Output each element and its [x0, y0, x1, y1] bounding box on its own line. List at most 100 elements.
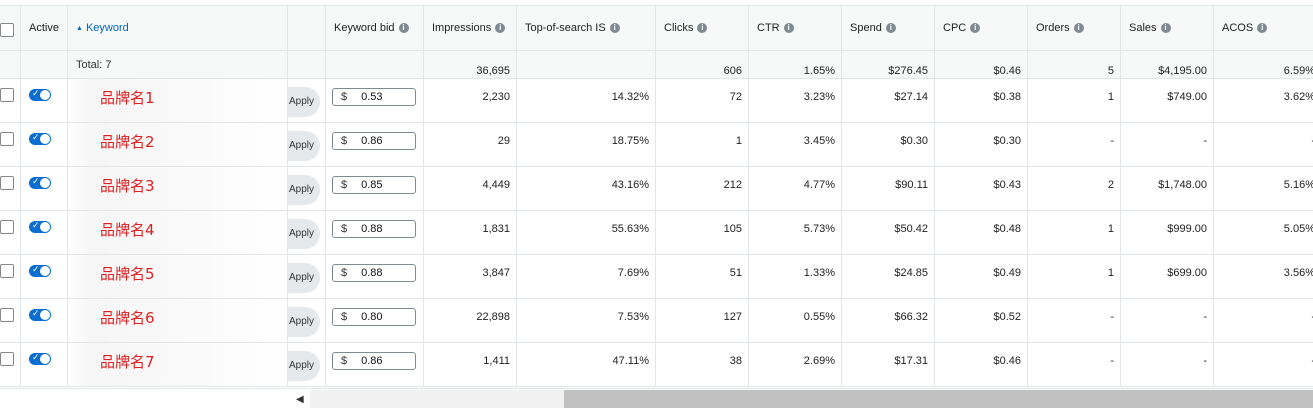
- totals-label: Total: 7: [68, 51, 288, 79]
- cell-acos: -: [1214, 343, 1313, 387]
- active-toggle[interactable]: ✓: [29, 132, 51, 145]
- keyword-bid-input[interactable]: $0.80: [332, 308, 416, 326]
- bid-value: 0.86: [361, 355, 383, 367]
- info-icon[interactable]: i: [1257, 23, 1268, 33]
- keyword-bid-input[interactable]: $0.88: [332, 264, 416, 282]
- header-clicks[interactable]: Clicks i: [656, 6, 749, 51]
- apply-button[interactable]: Apply: [288, 219, 320, 249]
- cell-spend: $90.11: [842, 167, 935, 211]
- row-select-cell: [0, 255, 21, 299]
- cell-cpc: $0.30: [935, 123, 1028, 167]
- info-icon[interactable]: i: [1160, 23, 1171, 33]
- info-icon[interactable]: i: [495, 23, 506, 33]
- cell-spend: $27.14: [842, 79, 935, 123]
- info-icon[interactable]: i: [1073, 23, 1084, 33]
- currency-symbol: $: [341, 135, 348, 147]
- toggle-knob: [40, 178, 50, 188]
- cell-impressions: 22,898: [424, 299, 517, 343]
- header-impressions[interactable]: Impressions i: [424, 6, 517, 51]
- row-apply-cell: Apply: [288, 255, 326, 299]
- currency-symbol: $: [341, 311, 348, 323]
- cell-orders: -: [1028, 343, 1121, 387]
- active-toggle[interactable]: ✓: [29, 352, 51, 365]
- totals-orders: 5: [1028, 51, 1121, 79]
- apply-button[interactable]: Apply: [288, 263, 320, 293]
- header-sales[interactable]: Sales i: [1121, 6, 1214, 51]
- keyword-bid-input[interactable]: $0.88: [332, 220, 416, 238]
- keyword-bid-input[interactable]: $0.86: [332, 352, 416, 370]
- keyword-text: 品牌名2: [100, 133, 155, 151]
- keyword-bid-input[interactable]: $0.86: [332, 132, 416, 150]
- apply-button[interactable]: Apply: [288, 175, 320, 205]
- header-cpc[interactable]: CPC i: [935, 6, 1028, 51]
- cell-top-of-search: 18.75%: [517, 123, 656, 167]
- cell-spend: $17.31: [842, 343, 935, 387]
- apply-button[interactable]: Apply: [288, 307, 320, 337]
- check-icon: ✓: [32, 176, 40, 186]
- header-acos[interactable]: ACOS i: [1214, 6, 1313, 51]
- cell-orders: 1: [1028, 211, 1121, 255]
- row-checkbox[interactable]: [0, 176, 14, 190]
- apply-button[interactable]: Apply: [288, 131, 320, 161]
- apply-button[interactable]: Apply: [288, 351, 320, 381]
- row-bid-cell: $0.86: [326, 343, 424, 387]
- active-toggle[interactable]: ✓: [29, 220, 51, 233]
- redaction-overlay: [68, 211, 287, 254]
- row-checkbox[interactable]: [0, 352, 14, 366]
- redaction-overlay: [68, 255, 287, 298]
- cell-clicks: 212: [656, 167, 749, 211]
- bid-value: 0.85: [361, 179, 383, 191]
- row-checkbox[interactable]: [0, 132, 14, 146]
- header-keyword-bid[interactable]: Keyword bid i: [326, 6, 424, 51]
- totals-ctr: 1.65%: [749, 51, 842, 79]
- row-bid-cell: $0.88: [326, 255, 424, 299]
- row-checkbox[interactable]: [0, 220, 14, 234]
- keyword-text: 品牌名6: [100, 309, 155, 327]
- row-keyword-cell: 品牌名1: [68, 79, 288, 123]
- row-checkbox[interactable]: [0, 308, 14, 322]
- toggle-knob: [40, 134, 50, 144]
- header-keyword-sort[interactable]: ▲ Keyword: [68, 6, 288, 51]
- cell-sales: -: [1121, 123, 1214, 167]
- header-spend[interactable]: Spend i: [842, 6, 935, 51]
- active-toggle[interactable]: ✓: [29, 176, 51, 189]
- info-icon[interactable]: i: [609, 23, 620, 33]
- header-orders[interactable]: Orders i: [1028, 6, 1121, 51]
- select-all-checkbox[interactable]: [0, 23, 14, 37]
- row-select-cell: [0, 123, 21, 167]
- row-bid-cell: $0.53: [326, 79, 424, 123]
- row-bid-cell: $0.86: [326, 123, 424, 167]
- active-toggle[interactable]: ✓: [29, 308, 51, 321]
- header-ctr[interactable]: CTR i: [749, 6, 842, 51]
- row-keyword-cell: 品牌名2: [68, 123, 288, 167]
- info-icon[interactable]: i: [970, 23, 981, 33]
- apply-button[interactable]: Apply: [288, 87, 320, 117]
- info-icon[interactable]: i: [885, 23, 896, 33]
- info-icon[interactable]: i: [783, 23, 794, 33]
- cell-sales: -: [1121, 299, 1214, 343]
- keyword-bid-input[interactable]: $0.85: [332, 176, 416, 194]
- cell-cpc: $0.46: [935, 343, 1028, 387]
- scroll-left-icon[interactable]: ◀: [296, 394, 304, 405]
- horizontal-scrollbar[interactable]: ◀: [0, 388, 1313, 413]
- row-active-cell: ✓: [21, 299, 68, 343]
- keyword-bid-input[interactable]: $0.53: [332, 88, 416, 106]
- currency-symbol: $: [341, 91, 348, 103]
- check-icon: ✓: [32, 308, 40, 318]
- active-toggle[interactable]: ✓: [29, 264, 51, 277]
- row-keyword-cell: 品牌名7: [68, 343, 288, 387]
- info-icon[interactable]: i: [697, 23, 708, 33]
- redaction-overlay: [68, 79, 287, 122]
- cell-sales: $1,748.00: [1121, 167, 1214, 211]
- active-toggle[interactable]: ✓: [29, 88, 51, 101]
- row-select-cell: [0, 167, 21, 211]
- row-select-cell: [0, 211, 21, 255]
- row-checkbox[interactable]: [0, 88, 14, 102]
- check-icon: ✓: [32, 220, 40, 230]
- redaction-overlay: [68, 343, 287, 386]
- row-checkbox[interactable]: [0, 264, 14, 278]
- header-top-of-search[interactable]: Top-of-search IS i: [517, 6, 656, 51]
- scrollbar-thumb[interactable]: [564, 390, 1313, 408]
- info-icon[interactable]: i: [398, 23, 409, 33]
- row-apply-cell: Apply: [288, 211, 326, 255]
